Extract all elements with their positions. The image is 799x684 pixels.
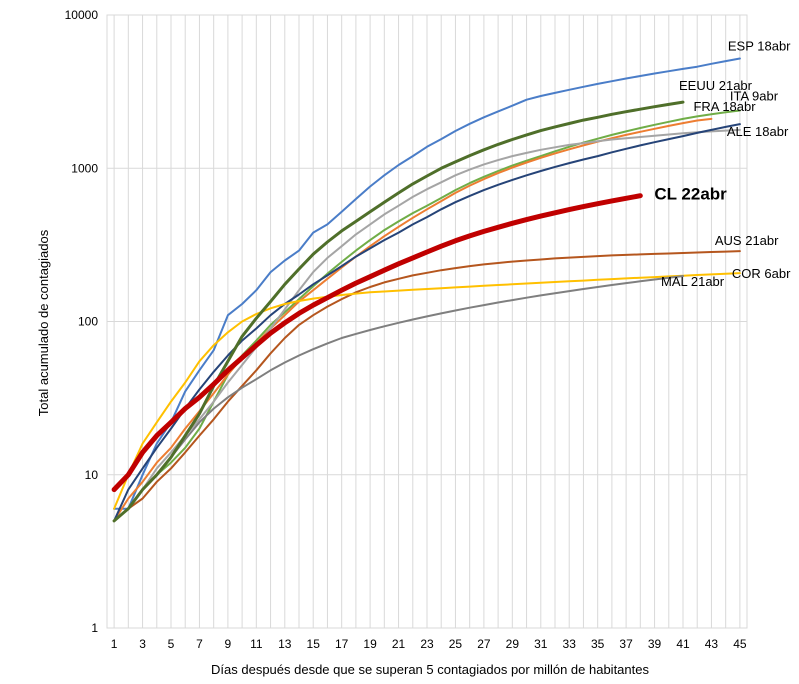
- series-label: EEUU 21abr: [679, 78, 753, 93]
- y-tick-label: 1: [91, 621, 98, 635]
- x-tick-label: 35: [591, 637, 605, 651]
- x-tick-label: 21: [392, 637, 406, 651]
- series-line: [113, 117, 713, 522]
- x-tick-label: 41: [676, 637, 690, 651]
- x-tick-label: 15: [307, 637, 321, 651]
- x-tick-label: 23: [420, 637, 434, 651]
- plot-area-frame: [106, 14, 748, 629]
- x-tick-label: 31: [534, 637, 548, 651]
- series-line: [113, 109, 741, 522]
- series-line: [113, 272, 741, 510]
- series-label: ESP 18abr: [728, 39, 791, 54]
- series-label: ITA 9abr: [730, 89, 779, 104]
- series-line: [113, 123, 741, 522]
- y-tick-label: 100: [78, 315, 98, 329]
- series-label: FRA 18abr: [693, 99, 756, 114]
- series-lines: [111, 57, 741, 523]
- x-tick-label: 7: [196, 637, 203, 651]
- x-tick-label: 11: [250, 637, 263, 651]
- series-line: [113, 57, 741, 510]
- series-line: [112, 100, 685, 523]
- x-tick-label: 43: [705, 637, 719, 651]
- y-tick-label: 1000: [71, 161, 98, 175]
- y-tick-label: 10: [85, 468, 99, 482]
- y-tick-label: 10000: [65, 8, 99, 22]
- x-axis-title: Días después desde que se superan 5 cont…: [211, 662, 649, 677]
- series-label: COR 6abr: [732, 266, 791, 281]
- x-tick-label: 29: [506, 637, 520, 651]
- x-tick-label: 9: [225, 637, 232, 651]
- x-tick-label: 19: [363, 637, 377, 651]
- x-tick-label: 27: [477, 637, 491, 651]
- y-axis-ticks: 1 10 100 1000 10000: [65, 8, 99, 635]
- x-tick-label: 37: [619, 637, 633, 651]
- x-tick-label: 33: [563, 637, 577, 651]
- series-line: [113, 128, 741, 522]
- series-label: ALE 18abr: [727, 124, 789, 139]
- series-line: [111, 193, 643, 493]
- x-tick-label: 39: [648, 637, 662, 651]
- x-axis-ticks: 1 3 5 7 9 11 13 15 17 19 21 23 25 27 29 31 33 35 37 39 41 43 4…: [111, 637, 747, 651]
- series-line: [113, 275, 684, 522]
- series-label: AUS 21abr: [715, 233, 779, 248]
- series-label: MAL 21abr: [661, 274, 725, 289]
- x-tick-label: 17: [335, 637, 349, 651]
- series-label: CL 22abr: [654, 185, 727, 204]
- x-tick-label: 3: [139, 637, 146, 651]
- series-line: [113, 250, 741, 522]
- y-axis-title: Total acumulado de contagiados: [36, 229, 51, 416]
- x-tick-label: 25: [449, 637, 463, 651]
- x-tick-label: 5: [168, 637, 175, 651]
- x-tick-label: 1: [111, 637, 118, 651]
- x-tick-label: 45: [733, 637, 747, 651]
- x-tick-label: 13: [278, 637, 292, 651]
